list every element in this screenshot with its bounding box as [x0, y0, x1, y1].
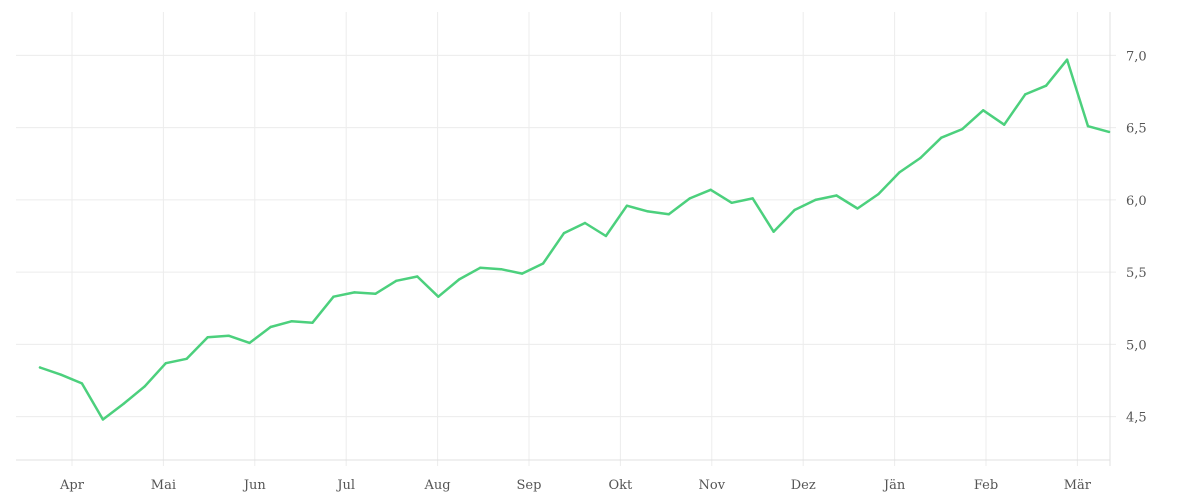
data-point: [1107, 130, 1111, 134]
data-point: [38, 366, 42, 369]
data-point: [248, 341, 251, 345]
data-point: [395, 279, 398, 282]
data-point: [604, 234, 608, 238]
data-point: [311, 321, 314, 324]
x-tick-label: Okt: [609, 478, 634, 493]
y-tick-label: 7,0: [1126, 49, 1147, 64]
data-point: [499, 268, 503, 271]
x-tick-label: Feb: [974, 478, 998, 493]
data-point: [1003, 123, 1006, 126]
x-tick-label: Dez: [791, 478, 816, 493]
data-point: [416, 275, 419, 278]
data-point: [562, 231, 566, 235]
data-point: [479, 266, 482, 269]
y-tick-label: 6,0: [1126, 194, 1147, 209]
data-point: [856, 207, 859, 210]
data-point: [290, 320, 293, 323]
data-point: [437, 295, 440, 298]
data-point: [541, 262, 545, 265]
data-point: [982, 109, 985, 112]
x-tick-label: Apr: [59, 478, 85, 493]
data-point: [940, 136, 943, 139]
data-point: [520, 272, 524, 275]
series-line-0: [38, 58, 1111, 421]
data-point: [374, 292, 377, 295]
data-point: [835, 194, 838, 197]
data-point: [143, 385, 146, 388]
data-point: [709, 188, 712, 191]
y-axis-ticks: 4,5 5,0 5,5 6,0 6,5 7,0: [1126, 49, 1147, 425]
data-point: [1044, 84, 1048, 87]
y-tick-label: 6,5: [1126, 122, 1147, 137]
data-point: [353, 291, 356, 294]
x-tick-label: Sep: [517, 478, 542, 493]
data-point: [814, 198, 817, 202]
vertical-gridlines: [71, 12, 1078, 466]
series-layer: [38, 58, 1111, 421]
y-tick-label: 5,5: [1126, 266, 1147, 281]
data-point: [898, 171, 901, 174]
x-tick-label: Nov: [699, 478, 726, 493]
data-point: [332, 295, 335, 298]
x-tick-label: Jän: [882, 478, 906, 493]
data-point: [877, 192, 880, 196]
data-point: [101, 418, 105, 421]
data-point: [80, 382, 84, 385]
x-axis-ticks: Apr Mai Jun Jul Aug Sep Okt Nov Dez Jän Feb Mär: [59, 478, 1092, 493]
data-point: [583, 221, 587, 225]
x-tick-label: Mär: [1064, 478, 1092, 493]
data-point: [227, 334, 230, 337]
data-point: [667, 213, 670, 216]
data-point: [751, 197, 754, 200]
data-point: [688, 197, 691, 200]
data-point: [772, 230, 775, 233]
x-tick-label: Mai: [151, 478, 176, 493]
data-point: [206, 336, 209, 339]
y-tick-label: 4,5: [1126, 411, 1147, 426]
data-point: [1065, 58, 1069, 61]
data-point: [59, 373, 63, 376]
x-tick-label: Jul: [335, 478, 355, 493]
x-tick-label: Jun: [242, 478, 267, 493]
data-point: [646, 210, 650, 213]
data-point: [961, 127, 964, 131]
y-tick-label: 5,0: [1126, 338, 1147, 353]
data-point: [1086, 125, 1090, 128]
data-point: [269, 325, 272, 329]
data-point: [122, 402, 126, 405]
data-point: [919, 156, 922, 160]
data-point: [625, 204, 629, 207]
data-point: [793, 208, 796, 212]
data-point: [164, 362, 167, 365]
data-point: [730, 201, 733, 204]
data-point: [185, 357, 188, 360]
horizontal-gridlines: [16, 54, 1116, 418]
data-point: [1023, 93, 1027, 96]
x-tick-label: Aug: [424, 478, 451, 493]
data-point: [458, 278, 461, 281]
